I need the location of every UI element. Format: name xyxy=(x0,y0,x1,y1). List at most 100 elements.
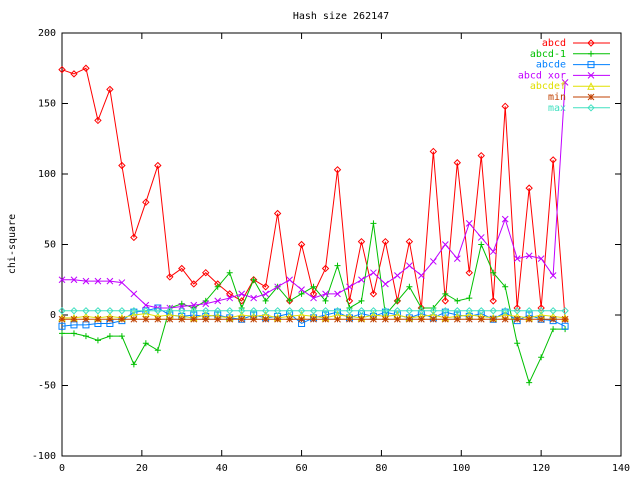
marker xyxy=(106,333,113,340)
marker xyxy=(406,262,413,270)
marker xyxy=(369,290,378,298)
marker xyxy=(537,315,545,323)
marker xyxy=(322,297,329,304)
x-tick-label: 40 xyxy=(216,463,228,474)
marker xyxy=(70,330,77,337)
marker xyxy=(309,307,318,315)
marker xyxy=(477,151,485,160)
marker xyxy=(250,294,258,302)
marker xyxy=(393,307,402,315)
marker xyxy=(70,315,78,323)
marker xyxy=(358,297,365,304)
x-tick-label: 0 xyxy=(59,463,65,474)
marker xyxy=(405,307,414,315)
marker xyxy=(478,241,485,248)
marker xyxy=(465,219,473,227)
marker xyxy=(453,311,461,319)
marker xyxy=(190,280,198,288)
marker xyxy=(286,315,293,323)
marker xyxy=(465,307,473,315)
x-tick-label: 80 xyxy=(375,463,387,474)
legend-label: min xyxy=(548,92,566,103)
marker xyxy=(130,307,138,315)
marker xyxy=(118,279,126,286)
marker xyxy=(250,276,257,283)
marker xyxy=(262,290,269,298)
marker xyxy=(454,297,461,304)
marker xyxy=(298,286,305,293)
marker xyxy=(309,290,318,298)
marker xyxy=(441,297,450,305)
marker xyxy=(262,297,269,304)
marker xyxy=(202,307,210,315)
marker xyxy=(142,307,150,315)
x-tick-label: 20 xyxy=(136,463,148,474)
legend-label: abcd-1 xyxy=(530,49,566,60)
marker xyxy=(286,297,293,304)
marker xyxy=(58,322,66,330)
marker xyxy=(489,297,497,305)
marker xyxy=(178,315,186,323)
marker xyxy=(214,283,221,290)
marker xyxy=(370,315,377,323)
marker xyxy=(142,315,150,323)
marker xyxy=(477,234,485,241)
marker xyxy=(118,307,126,315)
marker xyxy=(225,290,234,298)
marker xyxy=(225,307,234,315)
marker xyxy=(453,315,461,323)
marker xyxy=(345,307,354,315)
marker xyxy=(154,307,162,315)
marker xyxy=(178,303,186,310)
marker xyxy=(249,307,258,315)
marker xyxy=(250,315,258,323)
marker xyxy=(406,315,413,323)
marker xyxy=(214,315,222,323)
marker xyxy=(442,290,449,297)
chart-title: Hash size 262147 xyxy=(293,11,389,22)
y-tick-label: 100 xyxy=(38,169,56,180)
legend-label: abcdef xyxy=(530,81,566,92)
marker xyxy=(238,315,246,323)
marker xyxy=(382,280,389,288)
marker xyxy=(358,276,365,284)
legend-label: abcde xyxy=(536,60,566,71)
legend-label: max xyxy=(548,103,566,114)
marker xyxy=(154,347,161,354)
marker xyxy=(381,237,390,246)
marker xyxy=(357,307,366,315)
marker xyxy=(418,272,425,279)
marker xyxy=(178,264,186,273)
marker xyxy=(370,269,377,277)
marker xyxy=(273,307,282,315)
marker xyxy=(429,147,438,156)
marker xyxy=(489,307,497,315)
legend-marker xyxy=(587,39,595,47)
marker xyxy=(297,240,306,249)
marker xyxy=(274,283,281,291)
marker xyxy=(418,315,425,323)
marker xyxy=(202,297,209,304)
marker xyxy=(190,301,198,309)
marker xyxy=(561,78,569,86)
marker xyxy=(429,315,437,323)
marker xyxy=(214,307,222,315)
y-tick-label: 200 xyxy=(38,28,56,39)
marker xyxy=(489,248,497,255)
marker xyxy=(226,315,234,323)
marker xyxy=(273,209,282,218)
marker xyxy=(142,301,150,309)
marker xyxy=(238,315,246,323)
legend-label: abcd xyxy=(542,38,566,49)
marker xyxy=(525,315,533,323)
x-tick-label: 60 xyxy=(296,463,308,474)
marker xyxy=(238,290,246,298)
marker xyxy=(130,361,137,368)
marker xyxy=(58,315,66,323)
marker xyxy=(94,277,102,285)
legend-marker xyxy=(587,104,595,112)
marker xyxy=(286,276,293,284)
marker xyxy=(549,307,557,315)
marker xyxy=(310,294,317,302)
